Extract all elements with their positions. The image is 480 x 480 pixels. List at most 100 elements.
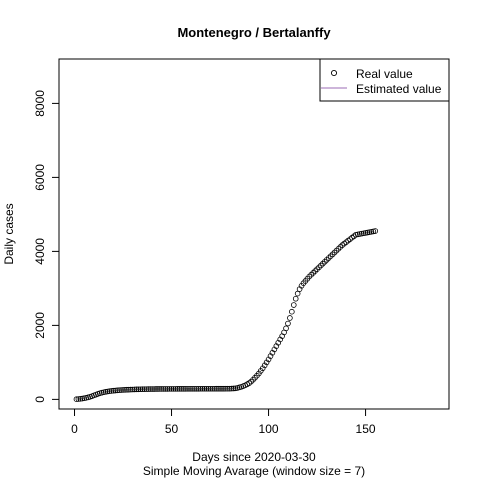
data-point — [335, 245, 342, 252]
legend-marker-real-value — [330, 69, 338, 77]
data-point — [209, 385, 216, 392]
data-point — [368, 228, 375, 235]
data-point — [162, 386, 169, 392]
data-point — [190, 385, 196, 392]
data-point — [294, 290, 301, 297]
data-point — [306, 273, 313, 280]
data-point — [337, 244, 344, 250]
data-point — [225, 385, 231, 392]
data-point — [232, 385, 239, 392]
data-point — [188, 385, 194, 392]
data-point — [316, 264, 322, 271]
data-point — [285, 320, 291, 327]
data-point — [118, 387, 124, 393]
data-point — [213, 385, 219, 392]
data-point — [221, 385, 227, 392]
data-point — [129, 386, 136, 393]
data-point — [287, 315, 293, 321]
legend-label-real-value: Real value — [356, 67, 413, 81]
series-real-value — [73, 228, 379, 402]
data-point — [178, 386, 185, 392]
y-tick-label: 2000 — [33, 312, 47, 339]
data-point — [166, 386, 173, 392]
data-point — [145, 386, 152, 392]
data-point — [358, 230, 365, 237]
data-point — [193, 385, 200, 392]
data-point — [327, 253, 334, 259]
data-point — [116, 387, 122, 394]
data-point — [73, 396, 80, 402]
data-point — [322, 258, 328, 265]
data-point — [325, 255, 332, 261]
data-point — [329, 251, 336, 258]
x-tick-label: 150 — [356, 422, 376, 436]
data-point — [261, 362, 268, 369]
data-point — [137, 386, 144, 393]
data-point — [102, 389, 109, 395]
data-point — [283, 325, 289, 332]
data-point — [77, 396, 84, 402]
data-point — [263, 359, 270, 366]
data-point — [310, 270, 316, 276]
y-tick-label: 4000 — [33, 238, 47, 265]
data-point — [147, 386, 153, 392]
data-point — [168, 386, 175, 392]
data-point — [205, 385, 212, 392]
data-point — [364, 229, 371, 236]
x-tick-label: 100 — [259, 422, 279, 436]
data-point — [186, 385, 192, 392]
data-point — [180, 386, 186, 392]
x-axis: 0 50 100 150 — [71, 408, 376, 436]
data-point — [108, 388, 115, 394]
data-point — [112, 387, 119, 394]
data-point — [290, 302, 297, 308]
data-point — [370, 228, 377, 235]
data-point — [110, 387, 117, 394]
y-axis-label: Daily cases — [2, 203, 16, 264]
data-point — [143, 386, 150, 392]
data-point — [139, 386, 146, 393]
data-point — [223, 385, 229, 392]
data-point — [149, 386, 155, 392]
legend-box — [319, 58, 450, 102]
data-point — [159, 386, 165, 392]
data-point — [170, 386, 177, 392]
x-tick-label: 0 — [71, 422, 78, 436]
data-point — [106, 388, 113, 395]
data-point — [155, 386, 161, 392]
y-tick-label: 6000 — [33, 164, 47, 191]
data-point — [215, 385, 221, 392]
data-point — [248, 378, 254, 385]
x-axis-label: Days since 2020-03-30 — [192, 450, 316, 464]
data-point — [174, 386, 181, 392]
data-point — [226, 385, 233, 392]
data-point — [164, 386, 171, 392]
data-point — [312, 268, 318, 274]
data-point — [176, 386, 183, 392]
data-point — [199, 385, 206, 392]
data-point — [314, 266, 320, 272]
data-point — [131, 386, 138, 393]
data-point — [157, 386, 163, 392]
data-point — [184, 385, 190, 392]
data-point — [192, 385, 198, 392]
data-point — [104, 388, 111, 395]
legend: Real value Estimated value — [319, 58, 450, 102]
data-point — [230, 385, 237, 392]
data-point — [323, 257, 330, 263]
data-point — [182, 386, 188, 392]
data-point — [151, 386, 157, 392]
data-point — [360, 230, 367, 237]
data-point — [203, 385, 210, 392]
legend-label-estimated-value: Estimated value — [356, 82, 442, 96]
data-point — [362, 230, 369, 236]
data-point — [172, 386, 179, 392]
data-point — [372, 228, 379, 234]
chart-subtitle: Simple Moving Avarage (window size = 7) — [143, 464, 365, 478]
data-point — [353, 231, 359, 238]
data-point — [320, 260, 326, 267]
data-point — [160, 386, 167, 392]
x-tick-label: 50 — [165, 422, 179, 436]
data-point — [120, 387, 126, 393]
